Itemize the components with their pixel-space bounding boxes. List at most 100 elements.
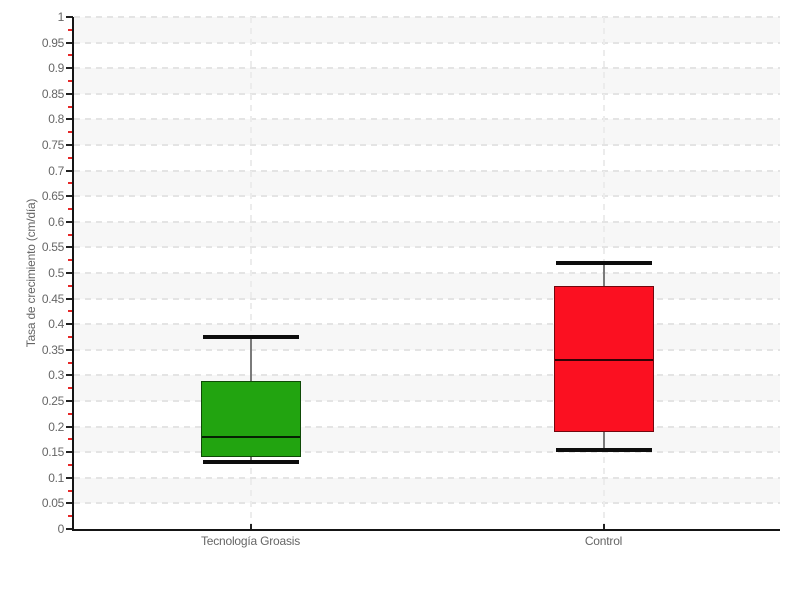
h-gridline [74,195,780,198]
y-major-tick [66,16,73,18]
y-major-tick [66,425,73,428]
background-band [74,477,780,504]
y-axis-line [72,17,74,531]
y-minor-tick [68,361,72,364]
y-tick-label: 0.75 [41,138,64,152]
y-minor-tick [68,156,72,159]
y-minor-tick [68,489,72,492]
y-minor-tick [68,387,72,390]
background-band [74,170,780,197]
box-tecnologia-groasis[interactable] [200,380,301,458]
y-major-tick [66,220,73,223]
h-gridline [74,169,780,172]
whisker-cap-min-control [555,447,652,452]
h-gridline [74,297,780,300]
y-major-tick [66,400,73,402]
y-major-tick [66,41,73,44]
background-band [74,17,780,43]
h-gridline [74,41,780,44]
background-band [74,426,780,453]
y-minor-tick [68,464,72,466]
whisker-cap-min-tecnologia-groasis [202,460,299,465]
y-tick-label: 0.4 [48,317,64,332]
y-tick-label: 0.5 [48,266,64,280]
median-line-tecnologia-groasis [201,435,300,438]
y-tick-label: 0.05 [41,496,64,511]
x-category-tick [249,524,252,529]
y-minor-tick [68,54,72,57]
y-major-tick [66,476,73,479]
y-tick-label: 0.3 [48,368,64,383]
h-gridline [74,502,780,505]
y-major-tick [66,502,73,505]
y-minor-tick [68,131,72,134]
h-gridline [74,476,780,479]
h-gridline [74,425,780,428]
y-major-tick [66,374,73,377]
y-tick-label: 0.95 [41,35,64,50]
y-major-tick [66,92,73,95]
x-axis-line [72,529,780,531]
y-tick-label: 0.9 [48,61,64,76]
y-major-tick [66,451,73,454]
background-band [74,375,780,401]
y-tick-label: 0.35 [41,342,64,357]
y-major-tick [66,272,73,274]
background-band [74,221,780,248]
y-tick-label: 1 [57,10,65,24]
h-gridline [74,400,780,402]
h-gridline [74,92,780,95]
y-minor-tick [68,284,72,287]
y-major-tick [66,67,73,70]
y-major-tick [66,528,73,530]
whisker-cap-max-tecnologia-groasis [202,335,299,339]
h-gridline [74,374,780,377]
y-minor-tick [68,412,72,415]
y-tick-label: 0.1 [48,470,64,485]
x-category-tick [602,524,605,529]
background-band [74,324,780,350]
h-gridline [74,246,780,249]
y-tick-label: 0.6 [48,214,64,229]
x-category-label-tecnologia-groasis: Tecnología Groasis [200,534,301,548]
y-tick-label: 0.85 [41,86,64,101]
y-tick-label: 0.65 [41,189,64,204]
y-minor-tick [68,310,72,313]
h-gridline [74,348,780,351]
y-minor-tick [68,80,72,82]
y-major-tick [66,297,73,300]
y-major-tick [66,144,73,146]
y-minor-tick [68,259,72,262]
box-control[interactable] [553,285,654,432]
y-major-tick [66,169,73,172]
y-minor-tick [68,336,72,338]
y-tick-label: 0.15 [41,445,64,460]
y-tick-label: 0.55 [41,240,64,255]
whisker-cap-max-control [555,260,652,265]
y-tick-label: 0 [57,522,65,536]
background-band [74,68,780,94]
y-major-tick [66,246,73,249]
h-gridline [74,144,780,146]
y-tick-label: 0.8 [48,112,64,127]
y-major-tick [66,118,73,121]
background-band [74,119,780,145]
background-band [74,273,780,299]
y-tick-label: 0.2 [48,419,64,434]
y-minor-tick [68,438,72,441]
median-line-control [554,359,653,362]
h-gridline [74,220,780,223]
y-minor-tick [68,182,72,185]
h-gridline [74,16,780,18]
h-gridline [74,67,780,70]
h-gridline [74,323,780,326]
y-minor-tick [68,208,72,210]
y-minor-tick [68,515,72,518]
h-gridline [74,272,780,274]
y-tick-label: 0.45 [41,291,64,306]
y-minor-tick [68,28,72,31]
y-tick-label: 0.25 [41,394,64,408]
h-gridline [74,451,780,454]
